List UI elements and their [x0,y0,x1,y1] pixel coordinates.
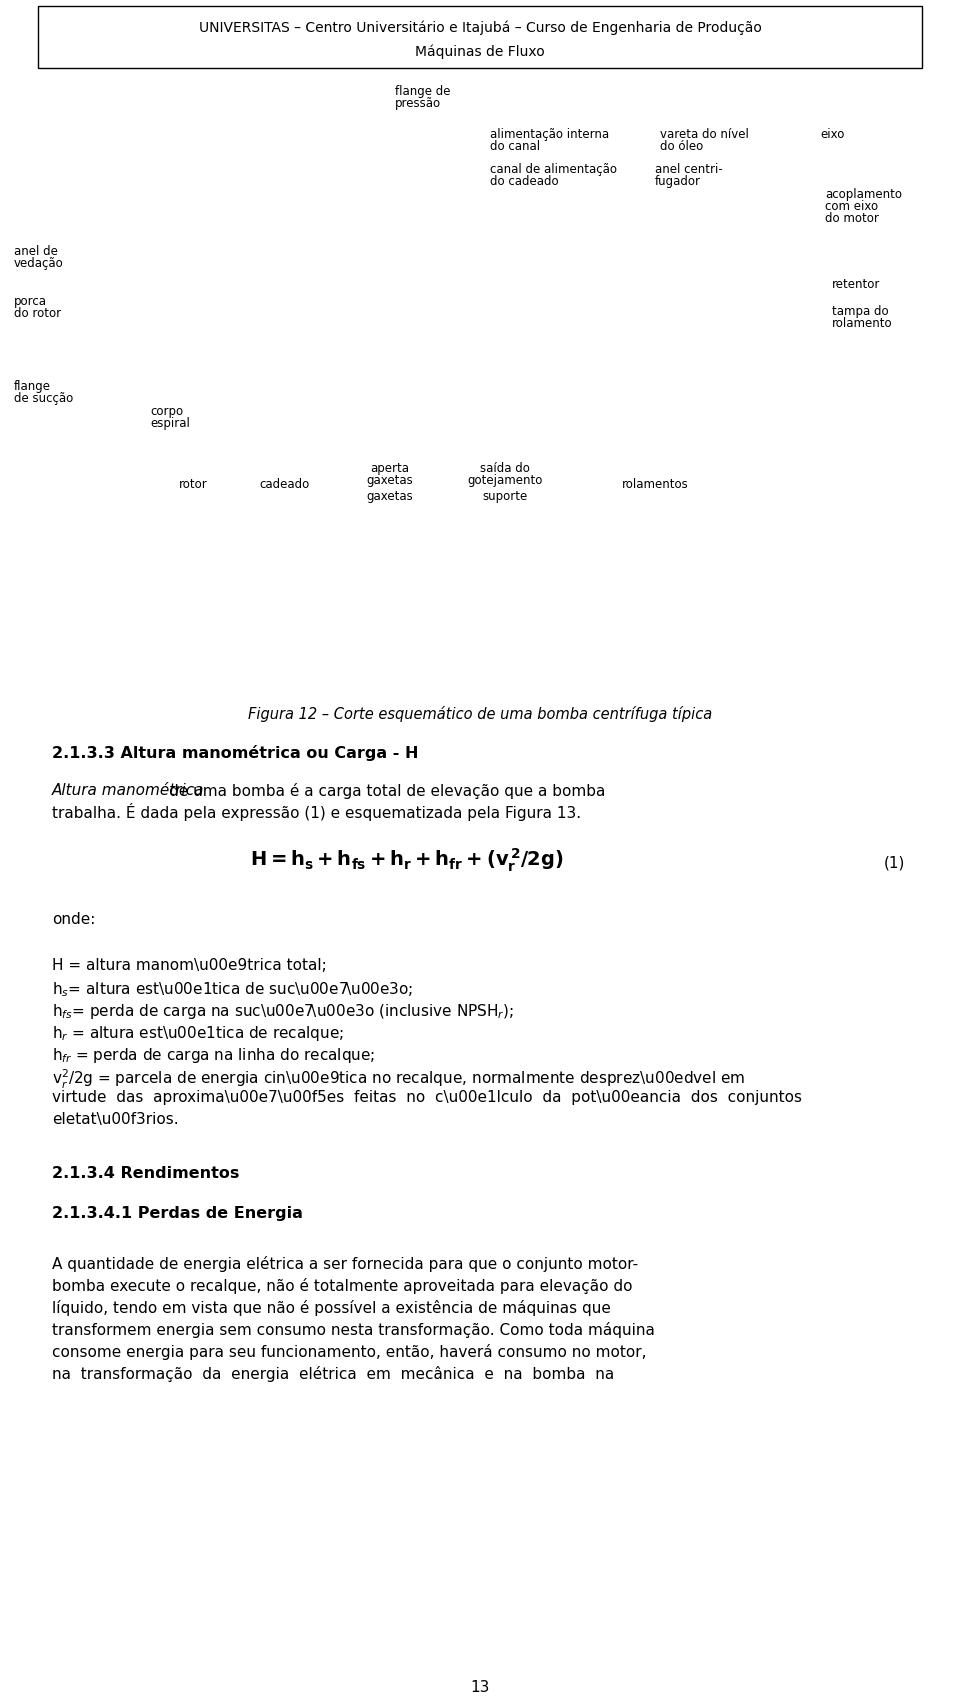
Text: bomba execute o recalque, não é totalmente aproveitada para elevação do: bomba execute o recalque, não é totalmen… [52,1277,633,1294]
Text: consome energia para seu funcionamento, então, haverá consumo no motor,: consome energia para seu funcionamento, … [52,1344,646,1361]
Text: suporte: suporte [482,490,528,502]
Text: rolamento: rolamento [832,317,893,330]
Text: h$_r$ = altura est\u00e1tica de recalque;: h$_r$ = altura est\u00e1tica de recalque… [52,1024,344,1042]
Text: do motor: do motor [825,211,878,225]
Text: eixo: eixo [820,128,845,141]
Text: retentor: retentor [832,278,880,291]
Text: rotor: rotor [179,479,207,490]
Text: h$_{fs}$= perda de carga na suc\u00e7\u00e3o (inclusive NPSH$_r$);: h$_{fs}$= perda de carga na suc\u00e7\u0… [52,1001,515,1022]
Text: de sucção: de sucção [14,392,73,405]
Text: Altura manométrica: Altura manométrica [52,783,204,799]
Text: $\mathbf{H = h_s + h_{fs} + h_r + h_{fr} + (v_r^{\,2}/2g)}$: $\mathbf{H = h_s + h_{fs} + h_r + h_{fr}… [250,846,564,874]
Text: 2.1.3.4 Rendimentos: 2.1.3.4 Rendimentos [52,1167,239,1180]
Text: do óleo: do óleo [660,140,704,153]
Text: H = altura manom\u00e9trica total;: H = altura manom\u00e9trica total; [52,959,326,972]
Text: Figura 12 – Corte esquemático de uma bomba centrífuga típica: Figura 12 – Corte esquemático de uma bom… [248,707,712,722]
Text: com eixo: com eixo [825,199,878,213]
Text: 2.1.3.3 Altura manométrica ou Carga - H: 2.1.3.3 Altura manométrica ou Carga - H [52,744,419,761]
Text: anel de: anel de [14,245,58,257]
Text: Máquinas de Fluxo: Máquinas de Fluxo [415,44,545,60]
Text: cadeado: cadeado [260,479,310,490]
Text: vareta do nível: vareta do nível [660,128,749,141]
Text: virtude  das  aproxima\u00e7\u00f5es  feitas  no  c\u00e1lculo  da  pot\u00eanci: virtude das aproxima\u00e7\u00f5es feita… [52,1090,802,1105]
Text: v$_r^2$/2g = parcela de energia cin\u00e9tica no recalque, normalmente desprez\u: v$_r^2$/2g = parcela de energia cin\u00e… [52,1068,745,1092]
Text: gaxetas: gaxetas [367,473,414,487]
Text: trabalha. É dada pela expressão (1) e esquematizada pela Figura 13.: trabalha. É dada pela expressão (1) e es… [52,804,581,821]
Text: (1): (1) [883,855,905,870]
Text: h$_{fr}$ = perda de carga na linha do recalque;: h$_{fr}$ = perda de carga na linha do re… [52,1046,375,1064]
Text: acoplamento: acoplamento [825,187,902,201]
Text: saída do: saída do [480,462,530,475]
Text: onde:: onde: [52,913,95,926]
Text: espiral: espiral [150,417,190,429]
Text: aperta: aperta [371,462,410,475]
Bar [38,7,922,68]
Text: de uma bomba é a carga total de elevação que a bomba: de uma bomba é a carga total de elevação… [169,783,606,799]
Text: corpo: corpo [150,405,183,417]
Text: h$_s$= altura est\u00e1tica de suc\u00e7\u00e3o;: h$_s$= altura est\u00e1tica de suc\u00e7… [52,979,414,998]
Text: pressão: pressão [395,97,442,111]
Text: flange: flange [14,380,51,393]
Text: anel centri-: anel centri- [655,163,723,175]
Text: canal de alimentação: canal de alimentação [490,163,617,175]
Text: transformem energia sem consumo nesta transformação. Como toda máquina: transformem energia sem consumo nesta tr… [52,1322,655,1339]
Text: alimentação interna: alimentação interna [490,128,610,141]
Text: flange de: flange de [395,85,450,99]
Text: gotejamento: gotejamento [468,473,542,487]
Text: na  transformação  da  energia  elétrica  em  mecânica  e  na  bomba  na: na transformação da energia elétrica em … [52,1366,614,1383]
Text: do canal: do canal [490,140,540,153]
Text: UNIVERSITAS – Centro Universitário e Itajubá – Curso de Engenharia de Produção: UNIVERSITAS – Centro Universitário e Ita… [199,20,761,36]
Text: 13: 13 [470,1679,490,1694]
Text: rolamentos: rolamentos [622,479,688,490]
Text: porca: porca [14,295,47,308]
Text: vedação: vedação [14,257,63,271]
Text: 2.1.3.4.1 Perdas de Energia: 2.1.3.4.1 Perdas de Energia [52,1206,302,1221]
Text: fugador: fugador [655,175,701,187]
Text: tampa do: tampa do [832,305,889,318]
Bar [38,75,922,685]
Text: do rotor: do rotor [14,307,61,320]
Text: líquido, tendo em vista que não é possível a existência de máquinas que: líquido, tendo em vista que não é possív… [52,1299,611,1316]
Text: A quantidade de energia elétrica a ser fornecida para que o conjunto motor-: A quantidade de energia elétrica a ser f… [52,1257,638,1272]
Text: eletat\u00f3rios.: eletat\u00f3rios. [52,1112,179,1127]
Text: do cadeado: do cadeado [490,175,559,187]
Text: gaxetas: gaxetas [367,490,414,502]
